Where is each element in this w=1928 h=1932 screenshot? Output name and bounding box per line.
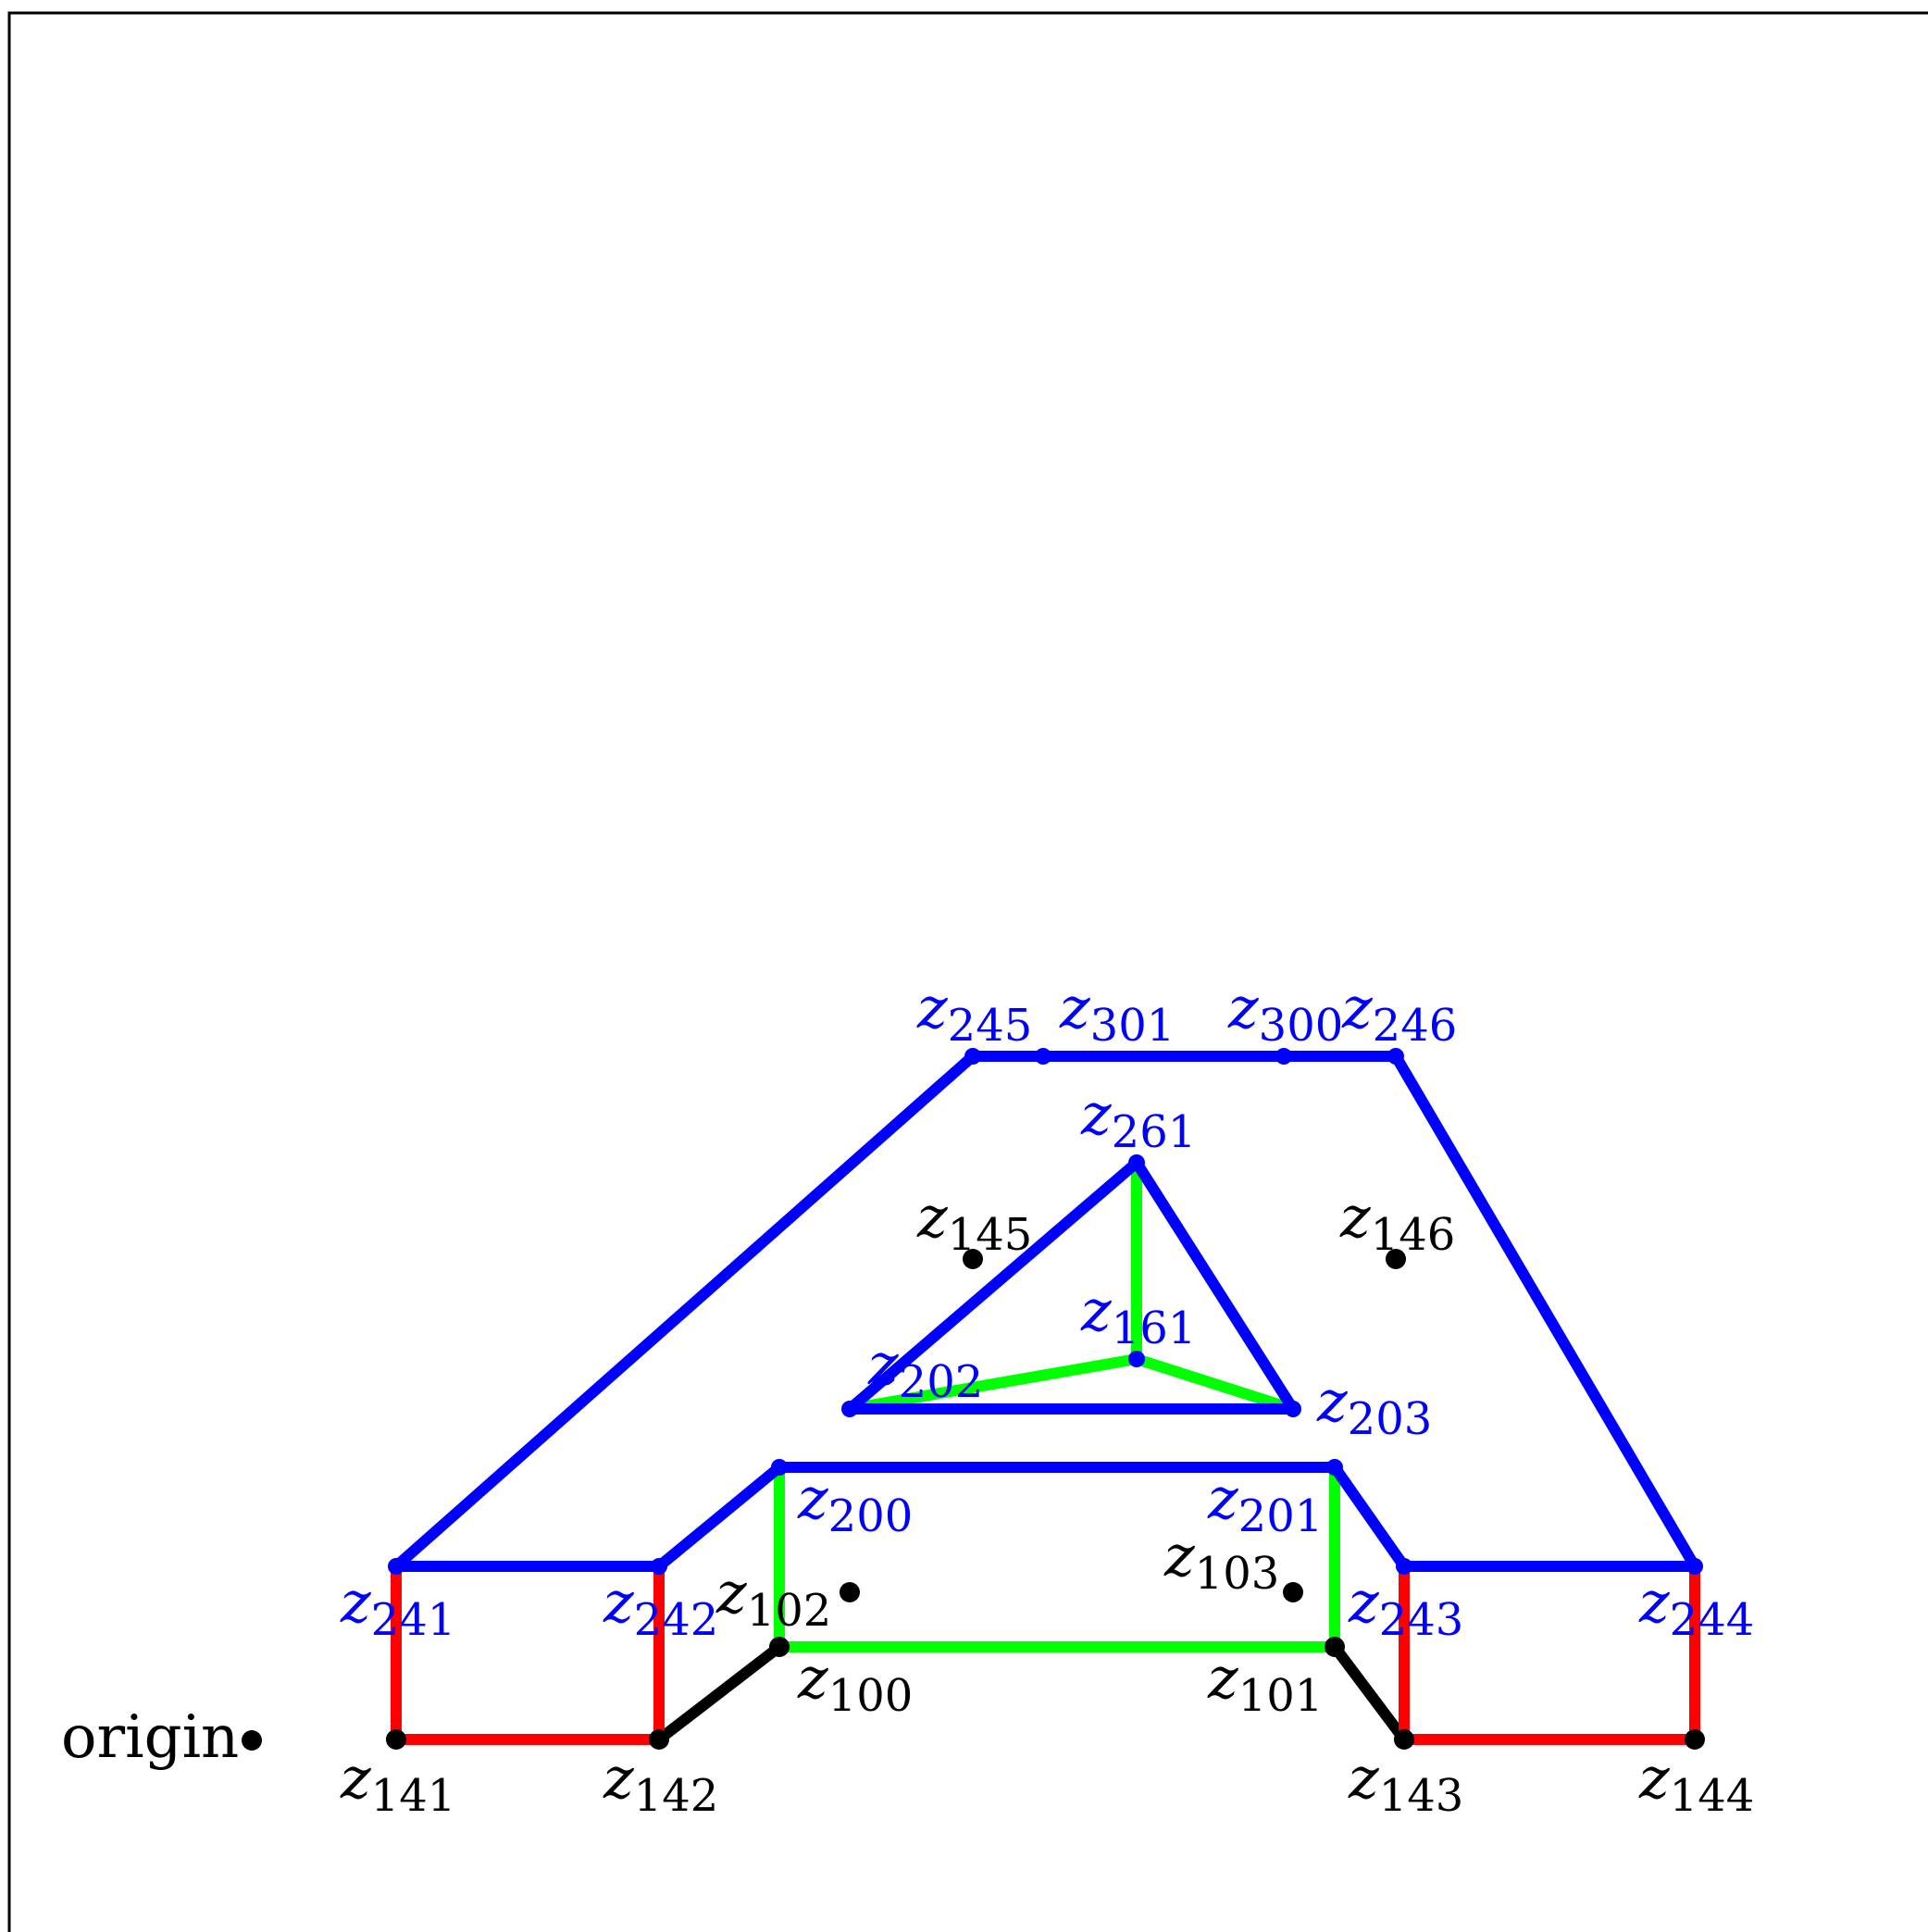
point-z246 [1387, 1048, 1404, 1065]
point-z103 [1283, 1582, 1303, 1602]
label-z102: z102 [715, 1559, 831, 1637]
label-z241: z241 [340, 1568, 455, 1646]
label-z103: z103 [1163, 1522, 1279, 1600]
label-z146: z146 [1339, 1183, 1455, 1261]
label-z144: z144 [1638, 1744, 1754, 1822]
label-z245: z245 [916, 974, 1032, 1052]
label-z143: z143 [1348, 1744, 1463, 1822]
point-z203 [1285, 1401, 1301, 1417]
edge-z161-z203 [1131, 1353, 1293, 1409]
label-z261: z261 [1080, 1080, 1196, 1158]
labels-layer: z141 z142 z143 z144 z241 z242 z243 z244 z245 z301… [61, 974, 1754, 1822]
point-z200 [771, 1459, 788, 1476]
label-origin: origin [61, 1703, 239, 1772]
edge-z202-z261 [844, 1157, 1142, 1415]
edge-z261-z203 [1131, 1157, 1299, 1415]
edge-z242-z200 [653, 1462, 785, 1572]
point-z102 [840, 1582, 860, 1602]
label-z300: z300 [1227, 974, 1343, 1052]
points-layer [242, 1048, 1705, 1751]
label-z242: z242 [603, 1568, 718, 1646]
edge-z161-z202 [850, 1353, 1142, 1409]
edge-z241-z245 [391, 1051, 978, 1572]
point-z141 [386, 1729, 406, 1750]
point-z243 [1396, 1558, 1412, 1575]
label-z141: z141 [340, 1744, 455, 1822]
edge-z201-z243 [1329, 1462, 1410, 1572]
edges-layer [391, 1051, 1700, 1745]
point-z261 [1128, 1154, 1145, 1171]
point-z161 [1128, 1351, 1145, 1367]
point-z145 [963, 1249, 983, 1269]
point-z100 [769, 1637, 790, 1657]
label-z201: z201 [1207, 1465, 1323, 1542]
label-z161: z161 [1080, 1277, 1196, 1354]
point-z242 [651, 1558, 667, 1575]
point-z202 [841, 1401, 858, 1417]
point-z245 [964, 1048, 981, 1065]
point-z101 [1325, 1637, 1345, 1657]
label-z101: z101 [1207, 1644, 1323, 1722]
label-z100: z100 [797, 1644, 913, 1722]
label-z301: z301 [1059, 974, 1175, 1052]
label-z246: z246 [1341, 974, 1457, 1052]
edge-z101-z143 [1329, 1641, 1410, 1745]
label-z244: z244 [1638, 1568, 1754, 1646]
label-z200: z200 [797, 1465, 913, 1542]
point-z142 [649, 1729, 669, 1750]
edge-z246-z244 [1390, 1051, 1700, 1572]
label-z142: z142 [603, 1744, 718, 1822]
edge-z142-z100 [653, 1641, 785, 1745]
label-z145: z145 [916, 1183, 1032, 1261]
point-z201 [1326, 1459, 1343, 1476]
point-z143 [1394, 1729, 1414, 1750]
diagram-frame [7, 11, 1928, 1932]
point-z244 [1686, 1558, 1703, 1575]
label-z243: z243 [1348, 1568, 1463, 1646]
label-z203: z203 [1316, 1367, 1432, 1445]
label-z202: z202 [867, 1330, 983, 1408]
point-z146 [1386, 1249, 1406, 1269]
point-z301 [1035, 1048, 1051, 1065]
point-z144 [1685, 1729, 1705, 1750]
point-z241 [388, 1558, 404, 1575]
point-origin [242, 1730, 262, 1751]
point-z300 [1275, 1048, 1292, 1065]
